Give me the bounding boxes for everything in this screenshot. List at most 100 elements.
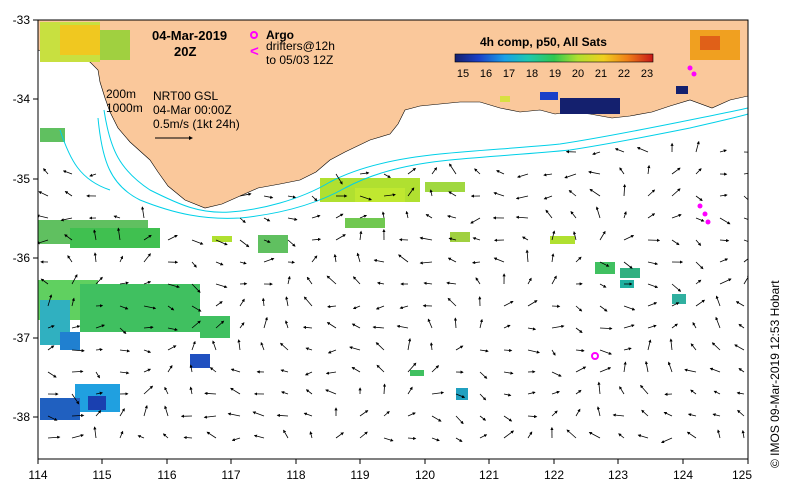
current-vector	[93, 229, 97, 241]
current-vector	[623, 211, 627, 219]
current-vector	[356, 252, 361, 263]
current-vector	[93, 252, 97, 263]
current-vector	[429, 342, 434, 351]
current-vector	[327, 304, 337, 309]
current-vector	[47, 325, 55, 329]
x-tick-label: 119	[350, 468, 369, 482]
current-vector	[743, 217, 748, 220]
current-vector	[239, 192, 252, 197]
current-vector	[503, 371, 514, 375]
x-tick-label: 124	[673, 468, 693, 482]
current-vector	[595, 206, 601, 219]
current-vector	[431, 391, 445, 395]
current-vector	[575, 408, 581, 417]
current-vector	[47, 415, 58, 421]
current-vector	[684, 368, 697, 373]
colorbar-tick: 15	[457, 68, 469, 80]
current-vector	[287, 217, 298, 221]
map-title-date: 04-Mar-2019	[152, 28, 227, 43]
current-vector	[407, 167, 417, 175]
drifters-legend-line2: to 05/03 12Z	[266, 53, 333, 67]
current-vector	[711, 342, 721, 351]
current-vector	[641, 409, 649, 417]
current-vector	[640, 384, 649, 395]
current-vector	[38, 214, 49, 219]
current-vector	[203, 415, 217, 419]
current-vectors	[38, 140, 748, 444]
current-vector	[599, 349, 612, 355]
current-vector	[447, 214, 457, 219]
map-title-time: 20Z	[174, 44, 196, 59]
current-vector	[717, 429, 721, 439]
current-vector	[287, 275, 291, 285]
current-vector	[325, 389, 337, 395]
current-vector	[215, 320, 225, 329]
current-vector	[95, 391, 103, 395]
current-vector	[551, 230, 556, 241]
current-vector	[167, 305, 175, 311]
current-vector	[141, 206, 145, 219]
current-vector	[474, 168, 481, 175]
current-vector	[545, 209, 553, 219]
y-tick-label: -33	[13, 13, 31, 27]
current-vector	[276, 413, 289, 418]
current-vector	[623, 305, 636, 311]
current-vector	[335, 213, 344, 219]
current-vector	[335, 432, 344, 439]
current-vector	[119, 408, 125, 417]
current-vector	[143, 234, 152, 241]
current-vector	[431, 167, 438, 175]
current-vector	[376, 364, 385, 373]
current-vector	[447, 297, 457, 307]
x-tick-label: 114	[28, 468, 47, 482]
current-vector	[527, 327, 537, 331]
current-vector	[381, 211, 385, 219]
current-vector	[525, 249, 529, 263]
current-vector	[543, 173, 553, 177]
current-vector	[237, 339, 241, 351]
current-vector	[263, 316, 268, 329]
current-vector	[503, 415, 513, 422]
current-vector	[227, 412, 241, 417]
current-vector	[230, 368, 241, 373]
current-vector	[734, 344, 745, 351]
drifter-legend-icon: <	[250, 43, 259, 60]
current-vector	[741, 430, 745, 439]
current-vector	[479, 434, 488, 439]
current-vector	[311, 214, 321, 219]
current-vector	[281, 391, 289, 395]
current-vector	[191, 283, 201, 293]
current-vector	[47, 435, 61, 439]
current-vector	[407, 386, 413, 395]
current-vector	[695, 299, 706, 307]
current-vector	[302, 325, 313, 330]
current-vector	[575, 305, 583, 312]
current-vector	[566, 429, 577, 439]
current-vector	[405, 210, 409, 219]
current-vector	[189, 364, 193, 373]
current-vector	[252, 411, 265, 417]
current-vector	[671, 302, 680, 307]
current-vector	[575, 327, 583, 333]
current-vector	[551, 349, 556, 356]
current-vector	[515, 215, 529, 219]
current-vector	[47, 345, 55, 351]
current-vector	[335, 173, 343, 185]
x-tick-label: 120	[415, 468, 435, 482]
y-axis	[33, 19, 38, 418]
current-vector	[359, 431, 368, 439]
current-vector	[206, 431, 217, 439]
current-vector	[304, 371, 313, 376]
current-vector	[191, 320, 201, 329]
current-vector	[709, 367, 721, 373]
current-vector	[303, 296, 313, 307]
current-vector	[167, 235, 178, 241]
current-vector	[447, 257, 457, 263]
current-vector	[407, 436, 417, 441]
current-vector	[326, 275, 337, 285]
current-vector	[253, 434, 265, 439]
current-vector	[164, 386, 169, 395]
current-vector	[287, 239, 296, 247]
current-vector	[305, 389, 313, 395]
current-vector	[64, 234, 73, 241]
